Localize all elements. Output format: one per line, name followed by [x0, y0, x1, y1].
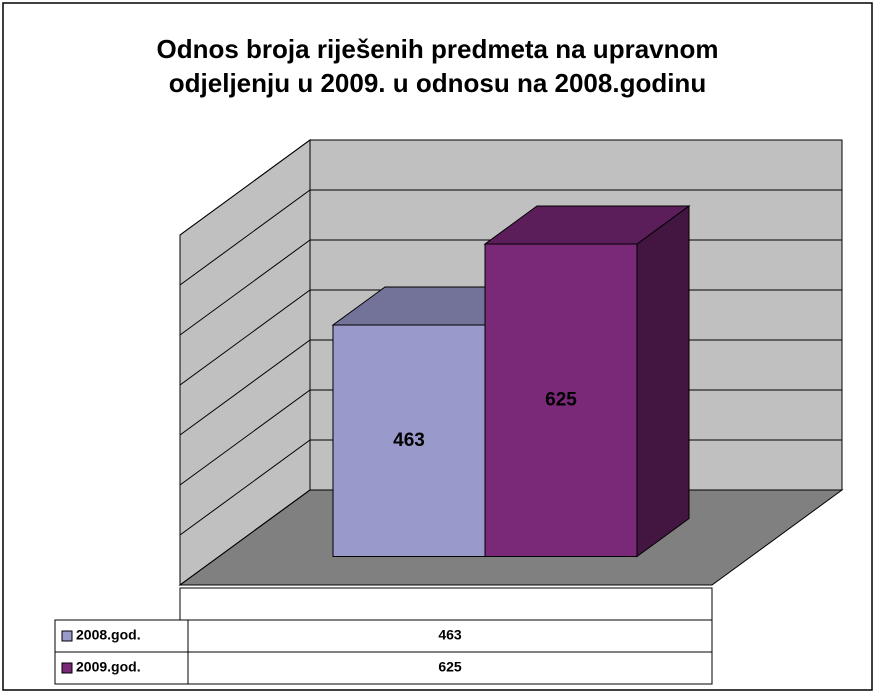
table-cell	[187, 651, 713, 685]
data-label: 625	[545, 389, 577, 410]
bar-side	[636, 205, 690, 558]
legend-swatch	[61, 630, 73, 642]
legend-label: 2008.god.	[76, 627, 141, 643]
table-cell	[187, 619, 713, 653]
table-header	[179, 587, 713, 621]
bar	[332, 324, 486, 557]
data-label: 463	[393, 430, 425, 451]
grid-line	[179, 139, 842, 236]
grid-line	[179, 189, 842, 286]
chart-title: Odnos broja riješenih predmeta na upravn…	[156, 34, 719, 98]
bar	[484, 243, 638, 557]
table-value: 625	[438, 659, 462, 675]
table-row-head	[54, 619, 189, 653]
legend-swatch	[61, 662, 73, 674]
table-row-head	[54, 651, 189, 685]
table-value: 463	[438, 627, 462, 643]
legend-label: 2009.god.	[76, 659, 141, 675]
